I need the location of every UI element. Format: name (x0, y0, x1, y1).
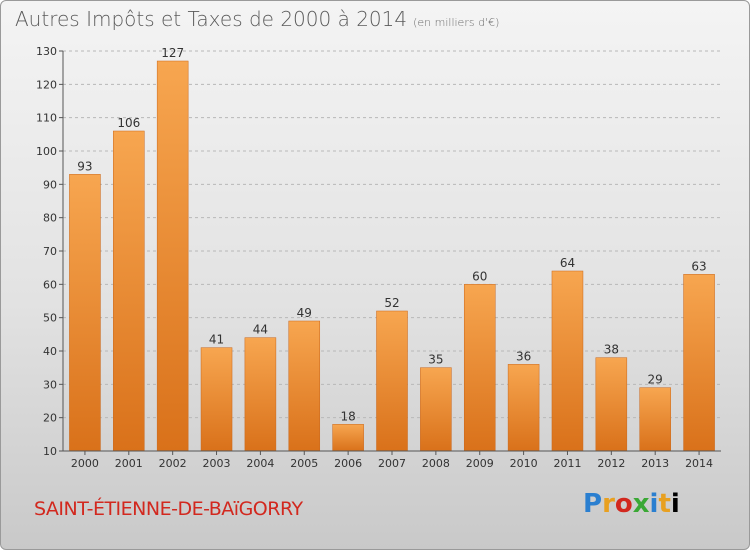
y-tick-label: 70 (43, 245, 57, 258)
x-tick-label: 2010 (510, 457, 538, 470)
bar-value-label: 127 (161, 46, 184, 60)
y-tick-label: 110 (36, 112, 57, 125)
x-tick-label: 2005 (290, 457, 318, 470)
bar-2013 (639, 387, 671, 452)
logo-letter: r (602, 489, 615, 519)
y-tick-label: 10 (43, 445, 57, 458)
bar-2008 (420, 367, 452, 452)
x-tick-label: 2013 (641, 457, 669, 470)
x-tick-label: 2011 (553, 457, 581, 470)
x-tick-label: 2009 (466, 457, 494, 470)
x-tick-label: 2008 (422, 457, 450, 470)
x-tick-label: 2000 (71, 457, 99, 470)
bar-value-label: 49 (297, 306, 312, 320)
bar-2010 (507, 364, 540, 452)
bar-2003 (200, 347, 233, 452)
logo-letter: i (649, 489, 659, 519)
bar-2007 (376, 310, 408, 452)
proxiti-logo: Proxiti (583, 489, 680, 519)
bar-value-label: 38 (604, 343, 619, 357)
x-tick-label: 2006 (334, 457, 362, 470)
chart-title: Autres Impôts et Taxes de 2000 à 2014 (15, 7, 408, 31)
bar-value-label: 41 (209, 333, 224, 347)
chart-title-row: Autres Impôts et Taxes de 2000 à 2014 (en… (15, 7, 499, 31)
bar-2012 (595, 357, 628, 452)
bar-2009 (463, 284, 496, 452)
x-tick-label: 2004 (246, 457, 274, 470)
logo-letter: o (614, 489, 633, 519)
y-tick-label: 60 (43, 278, 57, 291)
bar-2011 (551, 270, 584, 452)
y-tick-label: 30 (43, 378, 57, 391)
x-tick-label: 2012 (597, 457, 625, 470)
bar-value-label: 63 (691, 259, 706, 273)
bar-2001 (113, 130, 145, 452)
bar-2006 (332, 424, 364, 452)
bar-value-label: 35 (428, 353, 443, 367)
bar-2004 (244, 337, 277, 452)
x-tick-label: 2001 (115, 457, 143, 470)
logo-letter: x (632, 489, 650, 519)
x-tick-label: 2003 (203, 457, 231, 470)
chart-subtitle: (en milliers d'€) (413, 16, 500, 29)
logo-letter: t (658, 489, 671, 519)
bar-value-label: 29 (648, 373, 663, 387)
commune-name: SAINT-ÉTIENNE-DE-BAïGORRY (34, 498, 303, 520)
y-tick-label: 80 (43, 212, 57, 225)
y-tick-label: 120 (36, 78, 57, 91)
bar-2002 (156, 60, 189, 452)
bar-value-label: 106 (117, 116, 140, 130)
y-tick-label: 50 (43, 312, 57, 325)
bar-value-label: 44 (253, 323, 268, 337)
y-tick-label: 90 (43, 178, 57, 191)
x-tick-label: 2007 (378, 457, 406, 470)
logo-letter: P (583, 489, 603, 519)
logo-letter: i (670, 489, 680, 519)
x-axis: 2000 2001 2002 2003 2004 2005 2006 2007 2008 2009… (63, 450, 721, 470)
y-tick-label: 130 (36, 45, 57, 58)
y-tick-label: 40 (43, 345, 57, 358)
y-tick-label: 20 (43, 412, 57, 425)
bar-value-label: 18 (340, 409, 355, 423)
bar-value-label: 93 (77, 159, 92, 173)
x-tick-label: 2002 (159, 457, 187, 470)
bar-value-label: 52 (384, 296, 399, 310)
x-tick-label: 2014 (685, 457, 713, 470)
bar-2000 (69, 174, 101, 452)
y-tick-label: 100 (36, 145, 57, 158)
bar-value-label: 64 (560, 256, 575, 270)
bars: 93 106 127 41 44 49 18 52 35 60 36 64 38 29 63 (69, 46, 715, 452)
bar-2014 (683, 274, 715, 452)
bar-value-label: 36 (516, 349, 531, 363)
bar-2005 (288, 320, 321, 452)
y-axis: 10 20 30 40 50 60 70 80 90 100 110 120 130 (36, 45, 64, 458)
bar-value-label: 60 (472, 269, 487, 283)
